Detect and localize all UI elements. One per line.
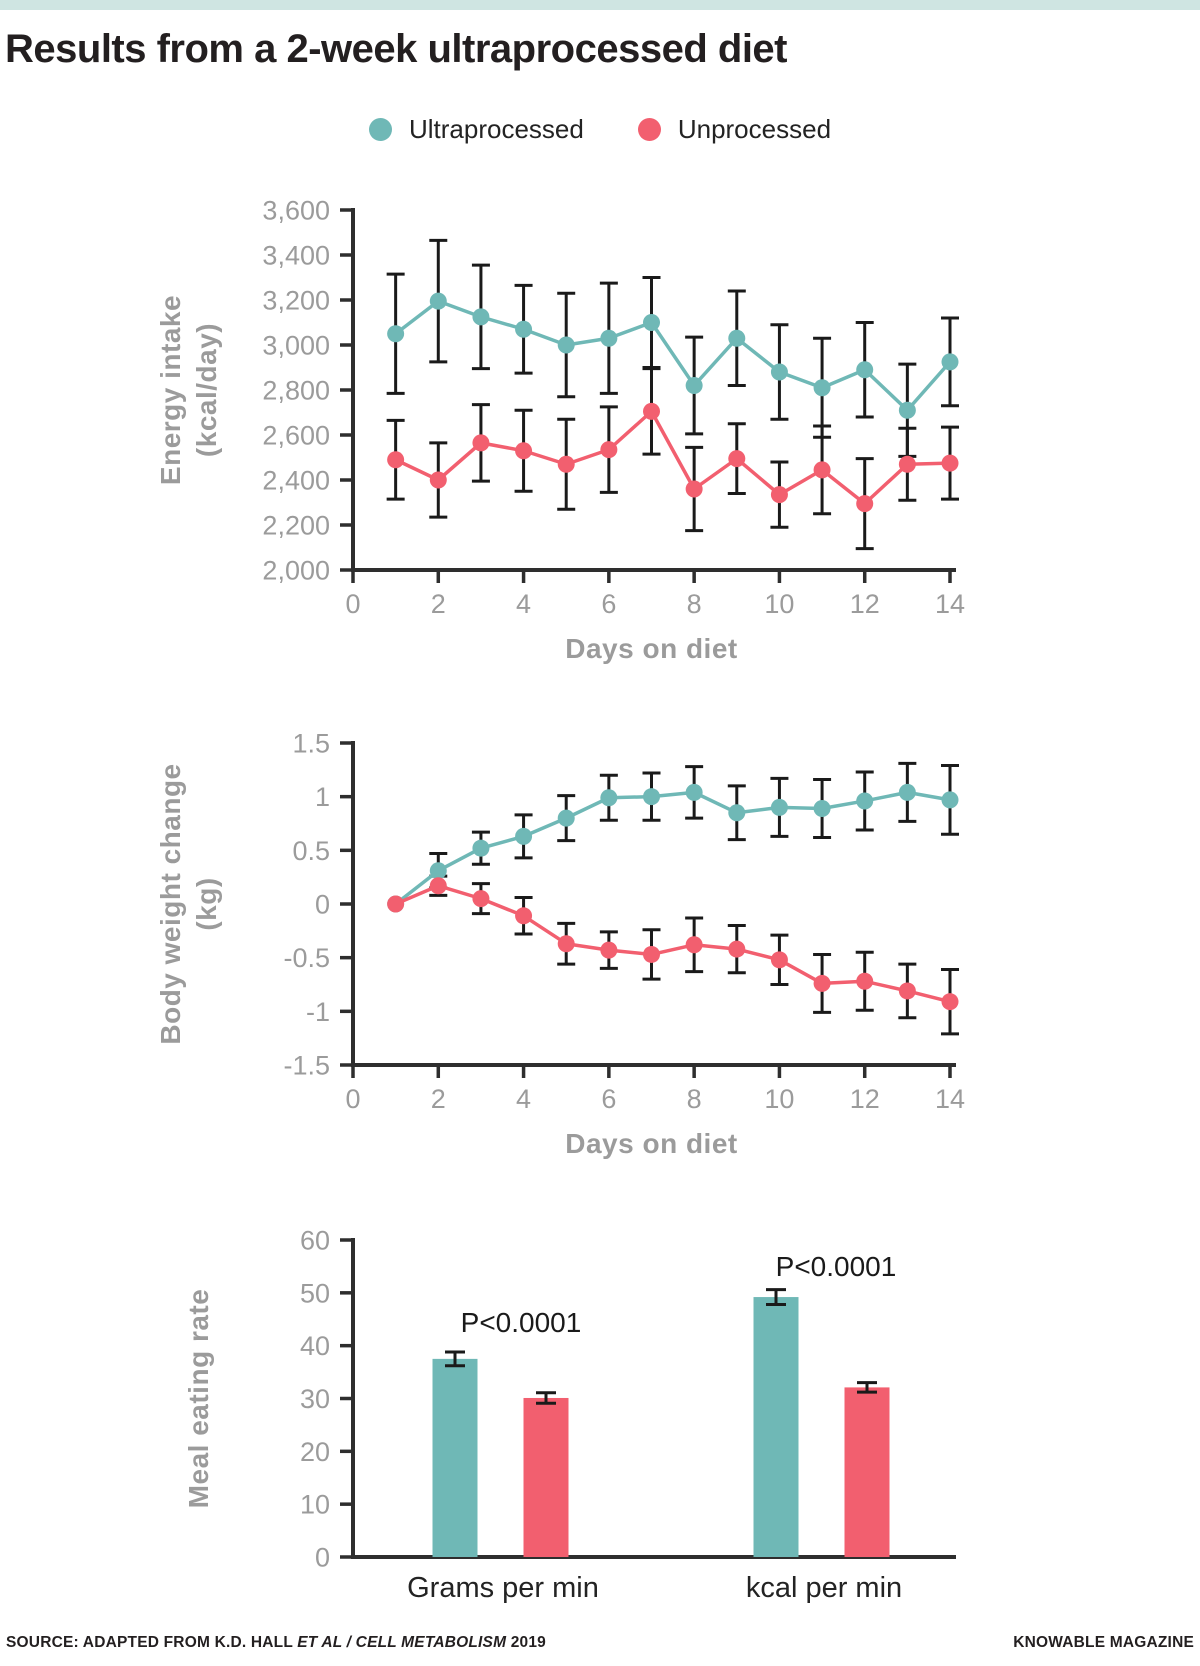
x-tick-label: 14 [935, 589, 965, 619]
ultraprocessed-swatch-icon [368, 118, 392, 141]
y-axis-title: Energy intake [155, 295, 186, 485]
eating-rate-chart: 0 10 20 30 40 50 60 Meal eating rate Grams per m… [183, 1225, 956, 1604]
x-tick-label: 10 [764, 1084, 794, 1114]
y-axis-title: Meal eating rate [183, 1289, 214, 1509]
x-tick-label: 10 [764, 589, 794, 619]
source-credit: SOURCE: ADAPTED FROM K.D. HALL ET AL / C… [6, 1634, 546, 1651]
legend-label-ultraprocessed: Ultraprocessed [408, 114, 584, 144]
x-tick-label: 14 [935, 1084, 965, 1114]
energy-intake-chart: 2,000 2,200 2,400 2,600 2,800 3,000 3,200 3,400… [155, 195, 965, 664]
legend-item-ultraprocessed: Ultraprocessed [368, 114, 584, 145]
x-tick-label: 0 [345, 1084, 360, 1114]
y-tick-label: 3,600 [262, 195, 330, 225]
y-tick-label: -0.5 [283, 943, 330, 973]
y-axis-title: Body weight change [155, 763, 186, 1044]
category-label: Grams per min [407, 1572, 599, 1604]
legend-label-unprocessed: Unprocessed [677, 114, 832, 144]
legend-item-unprocessed: Unprocessed [637, 114, 832, 145]
y-tick-label: -1 [306, 997, 330, 1027]
x-tick-label: 6 [601, 589, 616, 619]
bars-ultraprocessed [432, 1288, 799, 1557]
y-tick-label: 2,400 [262, 465, 330, 495]
body-weight-chart: -1.5 -1 -0.5 0 0.5 1 1.5 Body weight change (kg)… [155, 728, 965, 1159]
y-tick-label: 3,200 [262, 285, 330, 315]
x-tick-label: 2 [431, 1084, 446, 1114]
p-value-annotation: P<0.0001 [776, 1251, 897, 1282]
x-tick-label: 4 [516, 589, 531, 619]
series-markers-unprocessed [387, 877, 959, 1011]
x-tick-label: 4 [516, 1084, 531, 1114]
series-markers-unprocessed [387, 402, 959, 513]
x-tick-label: 0 [345, 589, 360, 619]
x-tick-label: 8 [687, 1084, 702, 1114]
unprocessed-swatch-icon [637, 118, 661, 141]
p-value-annotation: P<0.0001 [461, 1307, 582, 1338]
y-tick-label: -1.5 [283, 1050, 330, 1080]
y-tick-label: 40 [300, 1331, 330, 1361]
x-tick-label: 2 [431, 589, 446, 619]
series-markers-ultraprocessed [387, 292, 959, 419]
x-tick-label: 12 [850, 589, 880, 619]
y-axis-title: (kg) [191, 877, 222, 930]
y-tick-label: 3,400 [262, 240, 330, 270]
legend: Ultraprocessed Unprocessed [0, 114, 1200, 145]
y-tick-label: 3,000 [262, 330, 330, 360]
y-tick-label: 2,600 [262, 420, 330, 450]
series-markers-ultraprocessed [387, 783, 959, 913]
page-title: Results from a 2-week ultraprocessed die… [5, 27, 788, 71]
y-tick-label: 30 [300, 1384, 330, 1414]
y-tick-label: 1.5 [292, 728, 330, 758]
x-tick-label: 6 [601, 1084, 616, 1114]
error-bars-ultraprocessed [429, 761, 959, 890]
y-tick-label: 2,200 [262, 510, 330, 540]
figure-footer: SOURCE: ADAPTED FROM K.D. HALL ET AL / C… [0, 1634, 1200, 1652]
x-axis-title: Days on diet [565, 633, 737, 664]
y-tick-label: 2,000 [262, 555, 330, 585]
y-tick-label: 2,800 [262, 375, 330, 405]
brand-credit: KNOWABLE MAGAZINE [1013, 1634, 1194, 1651]
y-tick-label: 0 [315, 889, 330, 919]
x-tick-label: 8 [687, 589, 702, 619]
y-tick-label: 60 [300, 1225, 330, 1255]
y-axis-title: (kcal/day) [191, 323, 222, 457]
error-bars-ultraprocessed [386, 238, 959, 458]
category-label: kcal per min [746, 1572, 902, 1604]
y-tick-label: 1 [315, 782, 330, 812]
error-bars-unprocessed [386, 367, 959, 551]
x-axis-title: Days on diet [565, 1128, 737, 1159]
y-tick-label: 20 [300, 1437, 330, 1467]
top-accent-band [0, 0, 1200, 10]
y-tick-label: 0 [315, 1542, 330, 1572]
error-bars-unprocessed [429, 874, 959, 1036]
y-tick-label: 50 [300, 1278, 330, 1308]
y-tick-label: 0.5 [292, 836, 330, 866]
x-tick-label: 12 [850, 1084, 880, 1114]
y-tick-label: 10 [300, 1490, 330, 1520]
bars-unprocessed [523, 1381, 890, 1557]
